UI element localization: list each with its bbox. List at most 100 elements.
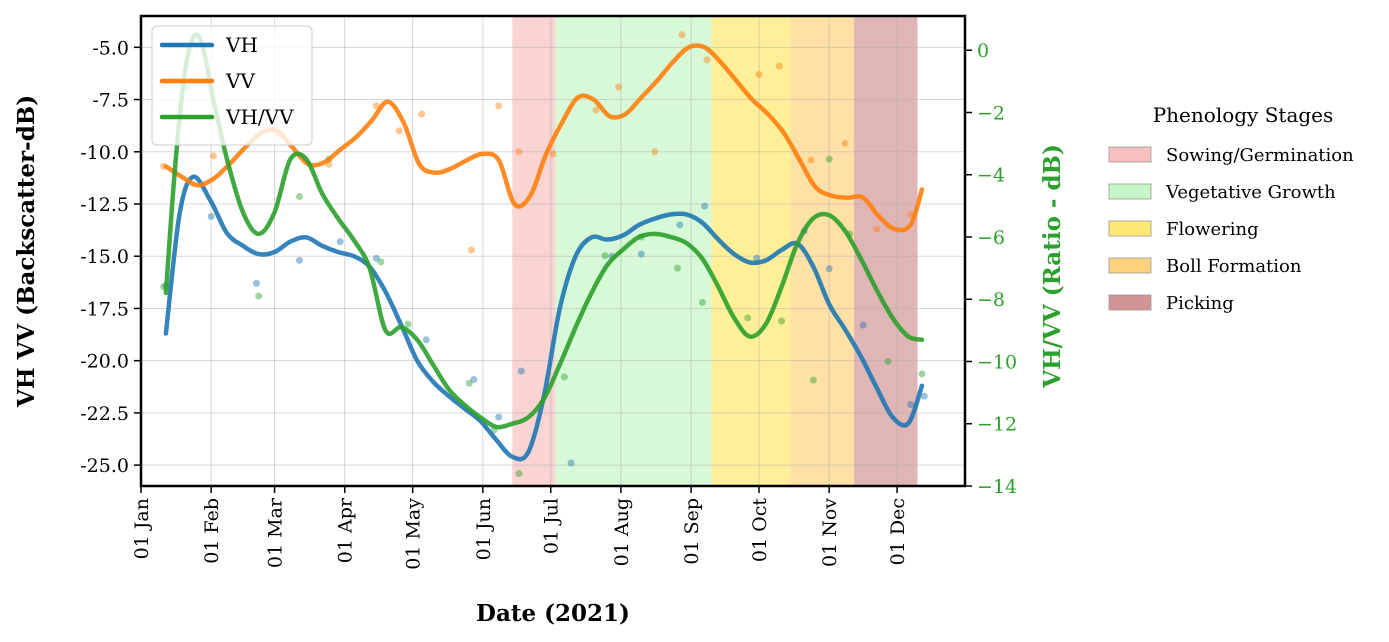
phenology-legend-swatch [1108, 257, 1152, 274]
phenology-legend: Phenology Stages Sowing/Germination Veget… [1108, 103, 1354, 314]
x-tick-label: 01 Dec [887, 498, 909, 565]
data-point [841, 139, 849, 147]
data-point [252, 279, 260, 287]
series-legend-label: VH/VV [225, 105, 294, 129]
y-right-tick-label: −8 [977, 289, 1005, 311]
y-tick-label: -17.5 [80, 298, 129, 320]
y-right-axis-label: VH/VV (Ratio - dB) [1039, 144, 1066, 389]
data-point [418, 110, 426, 118]
x-tick-label: 01 Mar [265, 497, 287, 568]
data-point [515, 470, 523, 478]
series-line [163, 43, 925, 233]
phenology-legend-title: Phenology Stages [1153, 103, 1334, 127]
phenology-band [790, 16, 855, 486]
y-right-tick-label: −12 [977, 414, 1017, 436]
data-point [907, 401, 915, 409]
data-point [495, 102, 503, 110]
data-point [517, 367, 525, 375]
data-point [404, 320, 412, 328]
data-point [615, 83, 623, 91]
y-tick-label: -15.0 [80, 246, 129, 268]
data-point [873, 225, 881, 233]
x-tick-label: 01 May [403, 498, 425, 570]
data-point [701, 202, 709, 210]
data-point [825, 265, 833, 273]
phenology-legend-swatch [1108, 183, 1152, 200]
data-point [651, 148, 659, 156]
data-point [207, 213, 215, 221]
y-right-tick-label: −6 [977, 227, 1005, 249]
data-point [601, 252, 609, 260]
data-point [468, 246, 476, 254]
data-point [753, 254, 761, 262]
data-point [422, 336, 430, 344]
data-point [807, 156, 815, 164]
x-tick-label: 01 Oct [749, 498, 771, 562]
data-point [674, 264, 682, 272]
series-line [163, 32, 925, 430]
data-point [495, 413, 503, 421]
data-point [809, 376, 817, 384]
phenology-legend-swatch [1108, 146, 1152, 163]
phenology-band [854, 16, 918, 486]
data-point [676, 221, 684, 229]
data-point [703, 56, 711, 64]
phenology-band [512, 16, 556, 486]
data-point [918, 370, 926, 378]
data-point [859, 321, 867, 329]
x-tick-label: 01 Jul [541, 498, 563, 554]
data-point [470, 375, 478, 383]
y-tick-label: -10.0 [80, 142, 129, 164]
y-tick-label: -20.0 [80, 351, 129, 373]
phenology-legend-label: Boll Formation [1166, 256, 1302, 277]
y-right-tick-label: −4 [977, 165, 1005, 187]
data-point [295, 193, 303, 201]
phenology-legend-label: Flowering [1166, 219, 1259, 240]
phenology-legend-swatch [1108, 294, 1152, 311]
y-right-tick-label: 0 [977, 40, 989, 62]
data-point [778, 317, 786, 325]
data-point [377, 258, 385, 266]
series-legend-label: VH [225, 33, 258, 57]
data-point [592, 106, 600, 114]
data-point [744, 314, 752, 322]
data-point [209, 152, 217, 160]
data-point [698, 298, 706, 306]
y-tick-label: -22.5 [80, 403, 129, 425]
x-tick-label: 01 Sep [681, 498, 703, 565]
phenology-legend-swatch [1108, 220, 1152, 237]
data-point [255, 292, 263, 300]
data-point [465, 379, 473, 387]
x-axis-label: Date (2021) [476, 600, 630, 627]
phenology-legend-label: Vegetative Growth [1165, 182, 1336, 203]
y-tick-label: -7.5 [92, 90, 129, 112]
plot-frame [139, 14, 967, 488]
data-point [884, 357, 892, 365]
data-point [637, 250, 645, 258]
series-legend: VH VV VH/VV [151, 25, 313, 146]
x-tick-label: 01 Jun [473, 498, 495, 560]
data-point [775, 62, 783, 70]
data-point [336, 238, 344, 246]
x-tick-label: 01 Aug [611, 498, 633, 566]
data-point [920, 392, 928, 400]
data-point [549, 150, 557, 158]
data-point [567, 459, 575, 467]
data-point [515, 148, 523, 156]
x-tick-label: 01 Jan [131, 498, 153, 559]
y-tick-label: -5.0 [92, 37, 129, 59]
data-point [372, 254, 380, 262]
data-point [825, 155, 833, 163]
x-tick-label: 01 Feb [201, 498, 223, 564]
phenology-legend-label: Picking [1166, 293, 1234, 314]
series-lines [163, 32, 925, 462]
data-point [755, 70, 763, 78]
y-right-tick-label: −14 [977, 476, 1017, 498]
data-point [295, 256, 303, 264]
y-right-tick-label: −2 [977, 102, 1005, 124]
x-axis-ticks: 01 Jan 01 Feb 01 Mar 01 Apr 01 May 01 Jun 01 J… [131, 486, 909, 570]
phenology-legend-label: Sowing/Germination [1166, 145, 1354, 166]
y-tick-label: -12.5 [80, 194, 129, 216]
